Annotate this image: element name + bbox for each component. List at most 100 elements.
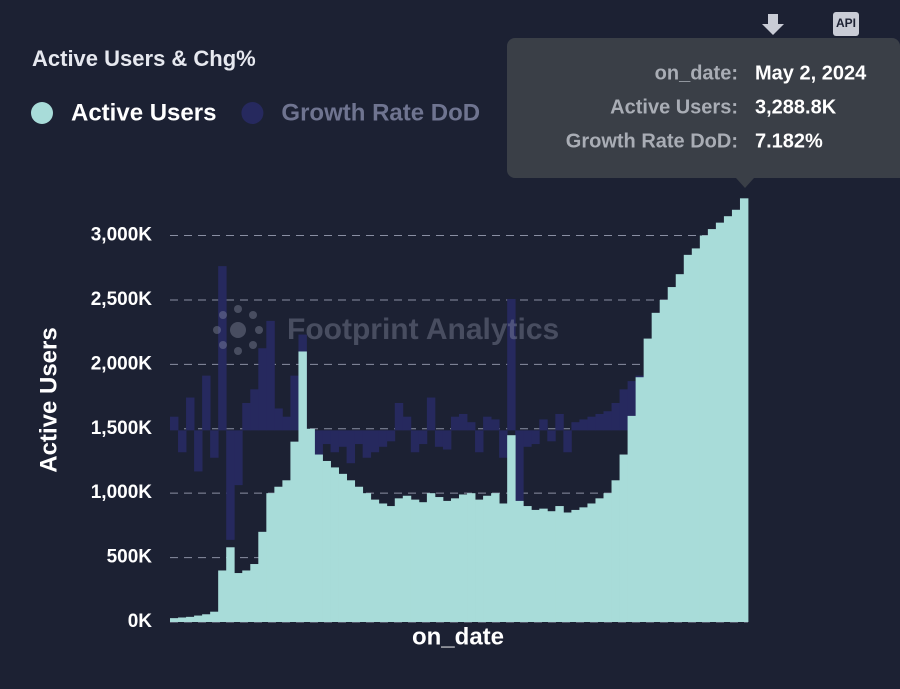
bar: [603, 493, 612, 622]
download-button[interactable]: [762, 14, 784, 35]
bar: [218, 266, 227, 431]
y-tick-label: 2,500K: [91, 289, 153, 310]
y-tick-label: 2,000K: [91, 353, 153, 374]
bar: [531, 509, 540, 622]
bar: [459, 413, 468, 431]
bar: [555, 506, 564, 622]
bar: [394, 498, 404, 622]
x-axis-label: on_date: [412, 623, 504, 650]
bar: [282, 416, 291, 431]
api-label[interactable]: API: [836, 16, 856, 30]
bar: [202, 375, 211, 431]
tooltip-label: on_date:: [655, 62, 738, 84]
bar: [226, 547, 235, 622]
bar: [426, 397, 436, 431]
y-tick-label: 1,000K: [91, 482, 153, 503]
bar: [210, 430, 219, 458]
bar: [627, 415, 637, 622]
bar: [595, 413, 604, 431]
bar: [266, 493, 275, 622]
y-tick-label: 1,500K: [91, 418, 153, 439]
bar: [603, 411, 612, 431]
bar: [531, 430, 540, 445]
bar: [234, 573, 243, 622]
bar: [563, 430, 572, 453]
bar: [707, 229, 717, 622]
legend-marker: [241, 102, 264, 124]
api-button[interactable]: API: [833, 12, 859, 36]
bar: [499, 503, 508, 622]
tooltip-value: 7.182%: [755, 130, 823, 152]
bar: [218, 570, 227, 622]
bar: [579, 419, 588, 431]
bar: [483, 416, 492, 431]
bar: [442, 500, 452, 622]
download-icon[interactable]: [762, 14, 784, 35]
plot-area: 0K 500K 1,000K 1,500K 2,000K 2,500K 3,000K: [91, 198, 749, 632]
bar: [426, 493, 436, 622]
bar: [234, 430, 243, 486]
watermark: Footprint Analytics: [213, 305, 559, 355]
bar: [314, 454, 323, 622]
bar: [547, 430, 556, 442]
bar: [290, 441, 299, 622]
bar: [266, 320, 275, 431]
chart-title: Active Users & Chg%: [32, 46, 256, 71]
bar: [386, 430, 396, 442]
bar: [418, 430, 428, 445]
bar: [555, 413, 564, 431]
watermark-icon: [230, 322, 246, 338]
bar: [619, 454, 628, 622]
bar: [186, 616, 195, 622]
bar: [491, 493, 500, 622]
bar: [715, 222, 725, 622]
tooltip-label: Growth Rate DoD:: [566, 130, 738, 152]
legend-label: Growth Rate DoD: [281, 99, 480, 126]
bar: [418, 502, 428, 622]
bar: [515, 430, 524, 513]
bar: [699, 235, 709, 622]
tooltip: on_date: Active Users: Growth Rate DoD: …: [507, 38, 900, 188]
bar: [250, 564, 259, 622]
bar: [667, 287, 677, 622]
bar: [346, 430, 356, 464]
bar: [611, 480, 620, 622]
bar: [571, 509, 580, 622]
bar: [290, 375, 299, 431]
bar: [723, 216, 733, 623]
bar: [675, 274, 685, 622]
y-tick-label: 3,000K: [91, 225, 153, 246]
bar: [731, 209, 741, 622]
bar: [515, 500, 524, 622]
tooltip-value: 3,288.8K: [755, 96, 837, 118]
bar: [202, 614, 211, 622]
bar: [611, 403, 620, 431]
bar: [394, 403, 404, 431]
watermark-icon: [213, 305, 263, 355]
api-icon[interactable]: [833, 12, 859, 36]
bar: [242, 570, 251, 622]
bar: [539, 508, 548, 622]
bar: [635, 377, 645, 622]
bar: [306, 428, 315, 622]
legend-marker: [31, 102, 53, 124]
bar: [226, 430, 235, 540]
legend: Active Users Growth Rate DoD: [31, 99, 480, 126]
bar: [274, 408, 283, 431]
bar: [338, 430, 348, 447]
bar: [627, 381, 637, 431]
bar: [450, 498, 460, 622]
bar: [434, 497, 444, 622]
bar: [330, 430, 339, 453]
bar: [659, 299, 669, 622]
bar: [459, 494, 468, 622]
bar: [475, 499, 484, 622]
bar: [571, 422, 580, 431]
bar: [314, 430, 323, 458]
bar: [523, 430, 532, 447]
tooltip-box: [507, 38, 900, 188]
bar: [258, 531, 267, 622]
bar: [250, 389, 259, 431]
bar: [170, 618, 179, 622]
bar: [587, 416, 596, 431]
